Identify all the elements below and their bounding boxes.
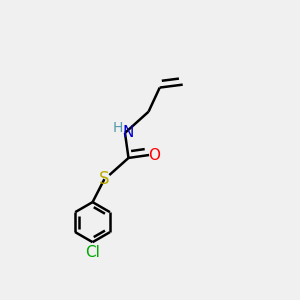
- Text: O: O: [148, 148, 160, 163]
- Text: Cl: Cl: [85, 244, 100, 260]
- Text: N: N: [123, 125, 134, 140]
- Text: S: S: [99, 170, 110, 188]
- Text: H: H: [113, 121, 123, 135]
